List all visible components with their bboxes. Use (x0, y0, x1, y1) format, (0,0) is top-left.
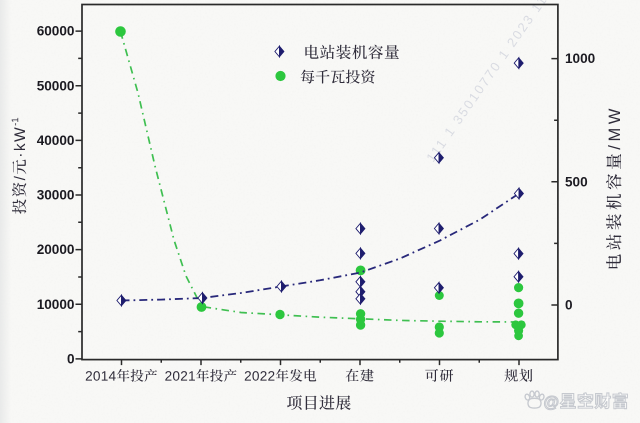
svg-text:0: 0 (67, 352, 75, 367)
svg-text:30000: 30000 (37, 188, 75, 203)
svg-text:500: 500 (565, 174, 588, 189)
svg-text:40000: 40000 (37, 133, 75, 148)
svg-text:1000: 1000 (565, 51, 595, 66)
svg-text:50000: 50000 (37, 78, 75, 93)
svg-text:60000: 60000 (37, 24, 75, 39)
svg-text:20000: 20000 (37, 242, 75, 257)
svg-text:10000: 10000 (37, 297, 75, 312)
svg-text:0: 0 (565, 298, 573, 313)
